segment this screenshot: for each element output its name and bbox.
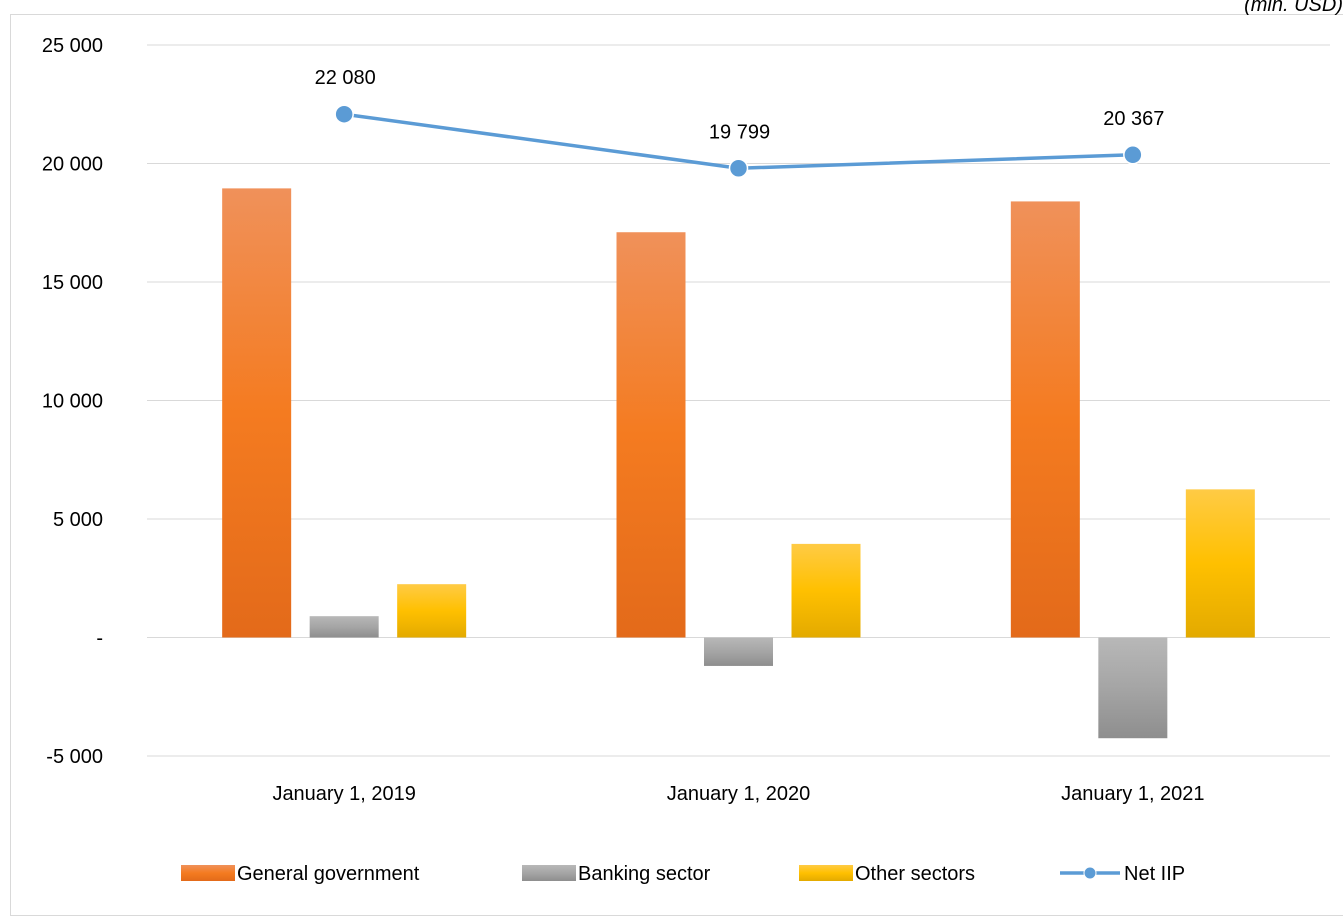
bar-general-government — [616, 232, 686, 638]
x-tick-label: January 1, 2019 — [272, 783, 415, 805]
y-tick-label: 10 000 — [42, 391, 103, 413]
net-iip-data-label: 22 080 — [315, 67, 376, 89]
bar-general-government — [1010, 201, 1080, 638]
x-tick-label: January 1, 2020 — [667, 783, 810, 805]
legend-label: Banking sector — [578, 863, 711, 885]
bars — [222, 188, 1255, 739]
net-iip-data-label: 20 367 — [1103, 108, 1164, 130]
bar-banking-sector — [704, 637, 773, 666]
net-iip-point — [728, 158, 749, 179]
legend-label: General government — [237, 863, 420, 885]
y-tick-label: 25 000 — [42, 35, 103, 57]
y-tick-label: 5 000 — [53, 509, 103, 531]
legend-swatch — [522, 865, 576, 881]
net-iip-data-label: 19 799 — [709, 121, 770, 143]
net-iip-line: 22 080 19 799 20 367 — [315, 67, 1164, 179]
x-axis-ticks: January 1, 2019 January 1, 2020 January 1,… — [272, 783, 1204, 805]
y-axis-ticks: 25 000 20 000 15 000 10 000 5 000 - -5 000 — [42, 35, 103, 768]
y-tick-label: - — [96, 628, 103, 650]
bar-general-government — [222, 188, 292, 638]
legend: General government Banking sector Other se… — [181, 863, 1185, 885]
legend-label: Other sectors — [855, 863, 975, 885]
legend-label: Net IIP — [1124, 863, 1185, 885]
net-iip-point — [1123, 145, 1143, 165]
x-tick-label: January 1, 2021 — [1061, 783, 1204, 805]
y-tick-label: 15 000 — [42, 272, 103, 294]
legend-line-marker — [1083, 866, 1097, 880]
bar-other-sectors — [397, 584, 467, 638]
y-tick-label: -5 000 — [46, 746, 103, 768]
bar-other-sectors — [791, 543, 861, 638]
bar-other-sectors — [1185, 489, 1255, 638]
legend-swatch — [181, 865, 235, 881]
net-iip-point — [334, 104, 354, 124]
legend-swatch — [799, 865, 853, 881]
unit-label: (mln. USD) — [1244, 0, 1343, 16]
bar-banking-sector — [1098, 637, 1168, 739]
bar-banking-sector — [309, 616, 379, 638]
y-tick-label: 20 000 — [42, 154, 103, 176]
